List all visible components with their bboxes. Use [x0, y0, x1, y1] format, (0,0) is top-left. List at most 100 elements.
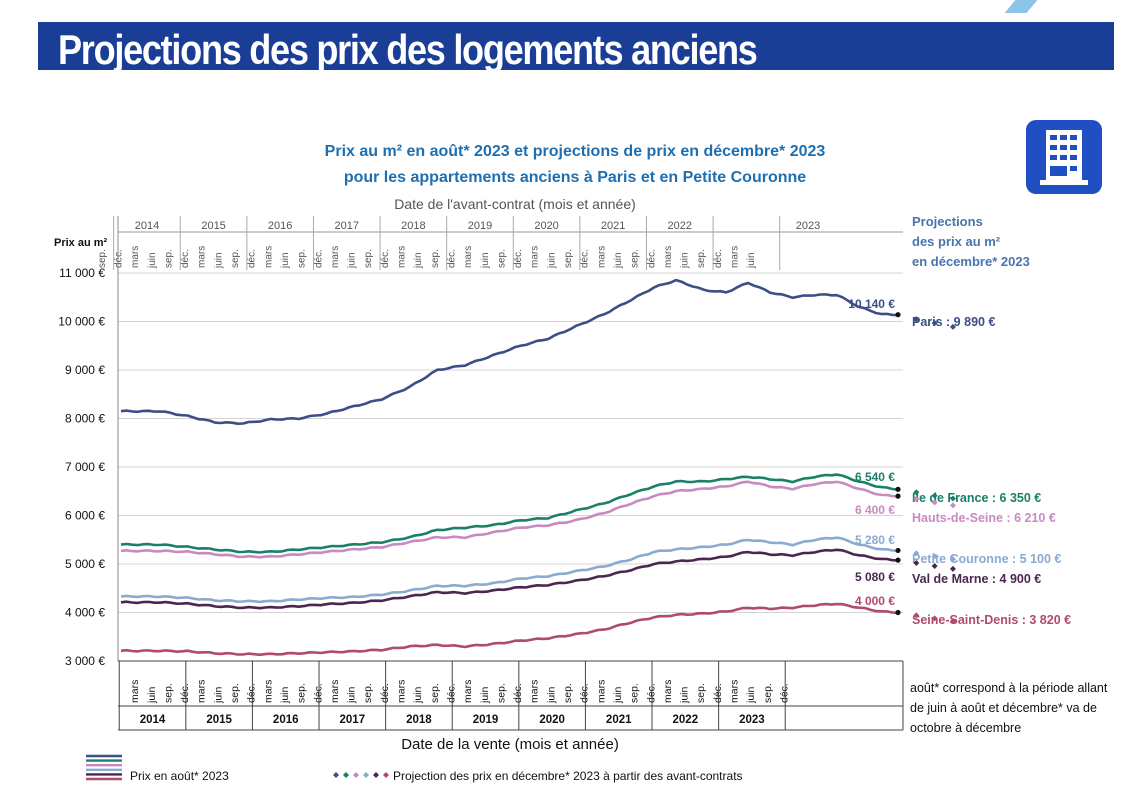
bottom-year-label: 2018: [406, 714, 432, 726]
page-title: Projections des prix des logements ancie…: [58, 26, 758, 70]
top-month-label: sep.: [97, 249, 108, 268]
projection-point: [913, 550, 920, 557]
projection-point: [949, 618, 956, 625]
bottom-month-label: déc.: [246, 683, 258, 703]
top-month-label: juin: [680, 252, 691, 269]
bottom-month-label: mars: [529, 680, 541, 703]
bottom-month-label: sep.: [495, 683, 507, 703]
top-month-label: déc.: [113, 249, 124, 268]
top-month-label: sep.: [630, 249, 641, 268]
top-month-label: sep.: [363, 249, 374, 268]
building-icon: [1026, 120, 1102, 194]
bottom-year-label: 2023: [739, 714, 765, 726]
bottom-month-label: mars: [129, 680, 141, 703]
bottom-year-label: 2020: [539, 714, 565, 726]
top-month-label: mars: [330, 246, 341, 268]
series-line-paris: [120, 278, 899, 425]
projection-point: [931, 615, 938, 622]
bottom-month-label: déc.: [778, 683, 790, 703]
current-price-point: [895, 557, 901, 563]
bottom-year-label: 2016: [273, 714, 299, 726]
top-month-label: sep.: [230, 249, 241, 268]
top-month-label: sep.: [696, 249, 707, 268]
top-month-label: déc.: [380, 249, 391, 268]
side-title-line: Projections: [912, 214, 983, 229]
top-year-label: 2020: [534, 220, 558, 232]
bottom-year-label: 2014: [140, 714, 166, 726]
bottom-month-label: juin: [479, 686, 491, 704]
legend-projection-symbol: [383, 772, 389, 778]
series-line-val-de-marne: [120, 548, 899, 610]
legend-projection-symbol: [333, 772, 339, 778]
top-month-label: juin: [280, 252, 291, 269]
bottom-month-label: juin: [612, 686, 624, 704]
august-value-label: 6 540 €: [855, 470, 895, 484]
projection-end-label: Paris : 9 890 €: [912, 315, 995, 329]
august-value-label: 10 140 €: [848, 297, 895, 311]
top-month-label: mars: [530, 246, 541, 268]
top-month-label: mars: [730, 246, 741, 268]
top-month-label: mars: [596, 246, 607, 268]
top-month-label: mars: [397, 246, 408, 268]
top-axis-title: Date de l'avant-contrat (mois et année): [394, 196, 636, 212]
legend-projection-label: Projection des prix en décembre* 2023 à …: [393, 769, 743, 783]
bottom-month-label: juin: [212, 686, 224, 704]
bottom-month-label: juin: [679, 686, 691, 704]
bottom-month-label: sep.: [229, 683, 241, 703]
august-value-label: 5 280 €: [855, 533, 895, 547]
legend-projection-symbol: [373, 772, 379, 778]
top-month-label: déc.: [646, 249, 657, 268]
bottom-month-label: mars: [662, 680, 674, 703]
august-value-label: 5 080 €: [855, 570, 895, 584]
bottom-year-label: 2015: [206, 714, 232, 726]
title-banner: Projections des prix des logements ancie…: [38, 22, 1114, 70]
projection-point: [931, 562, 938, 569]
top-year-label: 2017: [335, 220, 359, 232]
projection-point: [913, 560, 920, 567]
projection-side-title: Projections des prix au m² en décembre* …: [912, 212, 1030, 272]
projection-point: [931, 492, 938, 499]
projection-point: [949, 502, 956, 509]
top-month-label: déc.: [247, 249, 258, 268]
bottom-month-label: juin: [346, 686, 358, 704]
bottom-month-label: sep.: [695, 683, 707, 703]
projection-end-label: Seine-Saint-Denis : 3 820 €: [912, 613, 1071, 627]
bottom-month-label: déc.: [445, 683, 457, 703]
top-month-label: déc.: [580, 249, 591, 268]
current-price-point: [895, 486, 901, 492]
bottom-month-label: juin: [412, 686, 424, 704]
bottom-month-label: déc.: [645, 683, 657, 703]
top-month-label: juin: [613, 252, 624, 269]
chart-title-line1: Prix au m² en août* 2023 et projections …: [324, 143, 826, 160]
top-month-label: déc.: [180, 249, 191, 268]
bottom-month-label: déc.: [179, 683, 191, 703]
legend-projection-symbol: [353, 772, 359, 778]
bottom-month-label: mars: [196, 680, 208, 703]
y-tick-label: 11 000 €: [59, 266, 105, 280]
series-line-ile-de-france: [120, 473, 899, 554]
top-month-label: juin: [746, 252, 757, 269]
top-year-label: 2014: [135, 220, 159, 232]
top-year-label: 2022: [668, 220, 692, 232]
bottom-month-label: sep.: [762, 683, 774, 703]
bottom-month-label: mars: [262, 680, 274, 703]
top-month-label: déc.: [513, 249, 524, 268]
top-month-label: sep.: [297, 249, 308, 268]
top-year-label: 2015: [201, 220, 225, 232]
bottom-year-label: 2022: [673, 714, 699, 726]
top-month-label: sep.: [563, 249, 574, 268]
august-value-label: 6 400 €: [855, 503, 895, 517]
top-month-label: mars: [130, 246, 141, 268]
projection-point: [949, 556, 956, 563]
bottom-month-label: mars: [729, 680, 741, 703]
bottom-month-label: déc.: [512, 683, 524, 703]
projection-end-label: Petite Couronne : 5 100 €: [912, 552, 1061, 566]
projection-end-label: Val de Marne : 4 900 €: [912, 572, 1041, 586]
projection-point: [913, 496, 920, 503]
current-price-point: [895, 493, 901, 499]
bottom-month-label: mars: [329, 680, 341, 703]
projection-point: [949, 565, 956, 572]
projection-point: [913, 316, 920, 323]
bottom-year-label: 2021: [606, 714, 632, 726]
